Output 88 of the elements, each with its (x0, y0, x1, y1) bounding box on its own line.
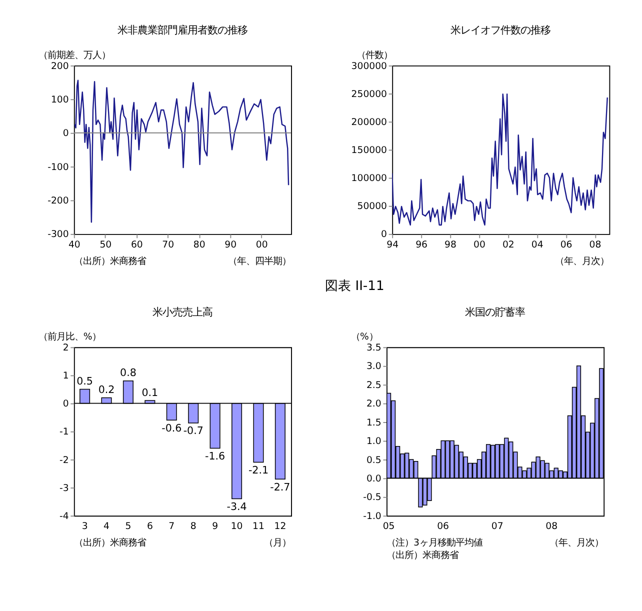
x-tick-label: 80 (193, 240, 206, 251)
y-tick-label: 1 (62, 370, 69, 382)
text: （注）3ヶ月移動平均値 (386, 538, 482, 549)
x-axis-title: （年、四半期） (228, 256, 292, 267)
x-tick-label: 00 (256, 240, 268, 251)
x-tick-label: 70 (162, 240, 174, 251)
y-tick-label: 0 (62, 128, 69, 140)
y-tick-label: 1.5 (366, 417, 382, 428)
chart-title: 米レイオフ件数の推移 (450, 24, 551, 37)
x-tick-label: 6 (146, 521, 153, 532)
y-tick-label: 2.0 (366, 398, 382, 410)
data-label: -0.7 (183, 425, 204, 438)
x-tick-label: 00 (473, 240, 486, 251)
x-tick-label: 02 (502, 240, 514, 251)
x-tick-label: 12 (274, 521, 286, 532)
y-tick-label: -1.0 (363, 510, 382, 522)
x-tick-label: 06 (437, 521, 450, 532)
y-tick-label: 100000 (351, 173, 388, 184)
y-tick-label: -100 (48, 162, 69, 173)
data-label: 0.5 (76, 376, 93, 388)
y-tick-label: 3.0 (366, 361, 382, 372)
x-tick-label: 04 (531, 240, 544, 251)
y-tick-label: 0.5 (366, 454, 382, 466)
data-label: -0.6 (162, 422, 182, 434)
y-tick-label: 50000 (357, 201, 388, 212)
text: （出所）米商務省 (74, 538, 146, 549)
y-tick-label: -300 (48, 229, 69, 240)
x-tick-label: 94 (386, 240, 399, 251)
data-label: -2.7 (270, 481, 290, 494)
y-tick-label: 3.5 (366, 342, 382, 354)
x-axis-title: （月） (264, 538, 292, 549)
data-label: -3.4 (226, 501, 247, 514)
y-tick-label: -200 (48, 196, 69, 207)
line-series (74, 80, 290, 223)
x-tick-label: 10 (230, 521, 243, 532)
y-tick-label: 2 (62, 342, 69, 354)
chart-title: 米非農業部門雇用者数の推移 (117, 24, 248, 37)
y-tick-label: 2.5 (366, 380, 382, 391)
y-tick-label: -0.5 (363, 492, 382, 504)
y-axis-title: （件数） (356, 50, 393, 62)
y-tick-label: 0 (62, 398, 69, 410)
y-tick-label: -2 (59, 454, 69, 466)
x-tick-label: 08 (589, 240, 602, 251)
data-label: -1.6 (205, 450, 226, 462)
data-label: 0.2 (98, 384, 115, 396)
y-tick-label: 250000 (351, 88, 388, 100)
x-tick-label: 11 (252, 521, 264, 532)
y-tick-label: 300000 (351, 60, 388, 72)
y-axis-title: （前期差、万人） (38, 50, 110, 62)
data-label: -2.1 (248, 464, 269, 477)
x-tick-label: 05 (382, 521, 395, 532)
y-tick-label: 200 (50, 60, 69, 72)
text: （出所）米商務省 (386, 550, 459, 561)
x-tick-label: 98 (444, 240, 456, 251)
line-series (392, 94, 608, 226)
x-axis-title: （年、月次） (550, 538, 604, 549)
data-label: 0.8 (120, 367, 136, 380)
x-tick-label: 07 (491, 521, 504, 532)
chart-title: 米国の貯蓄率 (465, 306, 526, 318)
x-tick-label: 8 (190, 521, 196, 532)
x-axis-title: （年、月次） (555, 256, 610, 267)
x-tick-label: 06 (560, 240, 572, 251)
x-tick-label: 40 (68, 240, 80, 251)
y-tick-label: 200000 (351, 116, 388, 128)
text: 図表 II-11 (325, 279, 384, 294)
x-tick-label: 7 (168, 521, 175, 532)
x-tick-label: 50 (100, 240, 112, 251)
chart-title: 米小売売上高 (152, 306, 212, 318)
text: （出所）米商務省 (74, 256, 146, 267)
y-axis-title: （%） (350, 332, 378, 343)
x-tick-label: 60 (130, 240, 143, 251)
y-tick-label: 150000 (351, 144, 388, 156)
y-tick-label: -4 (59, 510, 69, 522)
y-tick-label: 0.0 (366, 473, 382, 484)
x-tick-label: 08 (546, 521, 558, 532)
y-tick-label: 0 (381, 229, 388, 240)
x-tick-label: 4 (104, 521, 110, 532)
y-axis-title: （前月比、%） (38, 332, 102, 343)
y-tick-label: 1.0 (366, 436, 382, 448)
x-tick-label: 3 (82, 521, 88, 532)
y-tick-label: 100 (50, 94, 69, 106)
y-tick-label: -3 (59, 482, 69, 494)
x-tick-label: 90 (224, 240, 237, 251)
x-tick-label: 5 (125, 521, 132, 532)
data-label: 0.1 (142, 386, 158, 399)
x-tick-label: 9 (212, 521, 218, 532)
x-tick-label: 96 (416, 240, 428, 251)
y-tick-label: -1 (59, 426, 69, 438)
